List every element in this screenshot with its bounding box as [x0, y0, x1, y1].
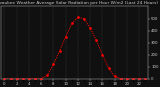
Title: Milwaukee Weather Average Solar Radiation per Hour W/m2 (Last 24 Hours): Milwaukee Weather Average Solar Radiatio… — [0, 1, 158, 5]
